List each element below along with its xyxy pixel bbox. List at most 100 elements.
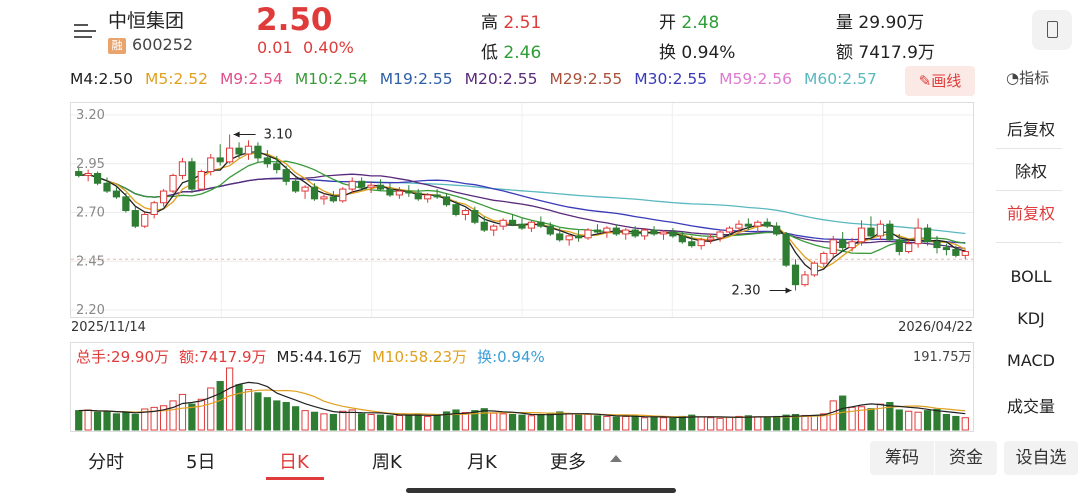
- margin-badge: 融: [108, 38, 126, 54]
- period-tab[interactable]: 5日: [186, 452, 216, 473]
- indicator-button[interactable]: ◔指标: [1006, 67, 1049, 88]
- volume-bar: [669, 417, 677, 431]
- side-option[interactable]: 后复权: [1006, 120, 1055, 139]
- volume-bar: [905, 410, 913, 431]
- ma-legend: M4:2.50 M5:2.52 M9:2.54 M10:2.54 M19:2.55 M20…: [70, 70, 889, 88]
- high-label: 高: [481, 13, 498, 33]
- volume-bar: [791, 413, 800, 431]
- price-change: 0.01: [257, 38, 293, 57]
- ma-legend-item: M19:2.55: [379, 70, 453, 88]
- candle-body: [942, 247, 951, 251]
- candle-body: [603, 227, 611, 233]
- volume-bar: [612, 416, 620, 431]
- volume-bar: [367, 413, 375, 431]
- candle-body: [386, 188, 394, 196]
- side-option[interactable]: 成交量: [1006, 397, 1055, 416]
- volume-bar: [820, 413, 828, 431]
- side-option[interactable]: BOLL: [1010, 267, 1052, 286]
- volume-bar: [376, 414, 385, 431]
- candle-body: [839, 239, 847, 249]
- volume-bar: [178, 393, 187, 431]
- y-tick-label: 2.45: [76, 254, 105, 269]
- caret-up-icon[interactable]: [610, 455, 622, 462]
- draw-line-label: 画线: [931, 72, 962, 90]
- candle-body: [254, 145, 262, 159]
- candle-body: [131, 210, 139, 227]
- candle-body: [801, 274, 809, 286]
- period-tab[interactable]: 周K: [372, 452, 402, 473]
- candle-body: [169, 174, 177, 192]
- draw-line-button[interactable]: ✎画线: [905, 66, 975, 96]
- side-option[interactable]: MACD: [1007, 351, 1055, 370]
- period-tab[interactable]: 月K: [467, 452, 497, 473]
- chips-button[interactable]: 筹码: [870, 441, 934, 475]
- start-date-label: 2025/11/14: [71, 320, 146, 335]
- candle-body: [622, 229, 630, 235]
- y-tick-label: 2.20: [76, 303, 105, 318]
- volume-bar: [829, 400, 837, 431]
- landscape-toggle-button[interactable]: [1032, 10, 1072, 50]
- menu-icon[interactable]: [74, 20, 96, 40]
- divider: [996, 190, 1062, 191]
- candle-body: [546, 225, 554, 235]
- capital-flow-button[interactable]: 资金: [935, 441, 997, 475]
- turnover-stat: 换 0.94%: [659, 38, 735, 63]
- stock-name: 中恒集团: [108, 10, 185, 32]
- candle-body: [574, 235, 583, 239]
- volume-value: 29.90万: [858, 13, 925, 33]
- candle-body: [339, 188, 347, 202]
- open-stat: 开 2.48: [659, 8, 719, 33]
- volume-bar: [914, 411, 922, 431]
- candle-body: [207, 157, 215, 173]
- volume-bar: [933, 408, 941, 431]
- ma-legend-item: M10:2.54: [294, 70, 368, 88]
- side-option[interactable]: KDJ: [1017, 309, 1045, 328]
- y-tick-label: 2.70: [76, 206, 105, 221]
- candle-body: [886, 223, 894, 241]
- side-option[interactable]: 除权: [1014, 162, 1047, 181]
- volume-bar: [442, 411, 451, 431]
- volume-bar: [112, 413, 121, 431]
- candle-body: [376, 184, 385, 190]
- y-tick-label: 3.20: [76, 108, 105, 123]
- volume-bar: [556, 411, 564, 431]
- period-tab[interactable]: 日K: [279, 452, 309, 473]
- candle-body: [471, 210, 479, 223]
- ma-legend-item: M30:2.55: [634, 70, 708, 88]
- candle-body: [527, 221, 536, 229]
- volume-bar: [310, 411, 319, 431]
- volume-bar: [301, 410, 309, 431]
- period-tab[interactable]: 更多: [550, 452, 586, 473]
- candle-body: [716, 231, 724, 239]
- candle-body: [273, 163, 281, 171]
- open-label: 开: [659, 13, 676, 33]
- volume-bar: [961, 417, 969, 431]
- candle-body: [84, 173, 92, 176]
- side-option[interactable]: 前复权: [1006, 204, 1055, 223]
- candle-body: [697, 239, 705, 247]
- volume-bar: [141, 408, 149, 431]
- volume-bar: [244, 389, 253, 431]
- volume-chart-frame[interactable]: [70, 342, 974, 432]
- volume-bar: [574, 414, 583, 431]
- volume-bar: [150, 406, 158, 431]
- kline-chart-frame[interactable]: [70, 102, 974, 318]
- volume-bar: [273, 400, 281, 431]
- candle-body: [75, 171, 83, 176]
- candle-body: [763, 221, 771, 227]
- candle-body: [150, 202, 158, 215]
- volume-bar: [527, 415, 536, 431]
- add-watchlist-button[interactable]: 设自选: [1004, 441, 1078, 475]
- end-date-label: 2026/04/22: [898, 320, 973, 335]
- period-tab[interactable]: 分时: [88, 452, 124, 473]
- volume-legend-item: 额:7417.9万: [179, 348, 267, 366]
- ma-legend-item: M4:2.50: [70, 70, 133, 88]
- ma-legend-item: M20:2.55: [464, 70, 538, 88]
- candle-body: [159, 190, 168, 204]
- candle-body: [518, 223, 526, 229]
- indicator-label: 指标: [1019, 69, 1050, 87]
- candle-body: [593, 229, 602, 233]
- candle-body: [961, 251, 969, 256]
- candle-body: [348, 180, 356, 190]
